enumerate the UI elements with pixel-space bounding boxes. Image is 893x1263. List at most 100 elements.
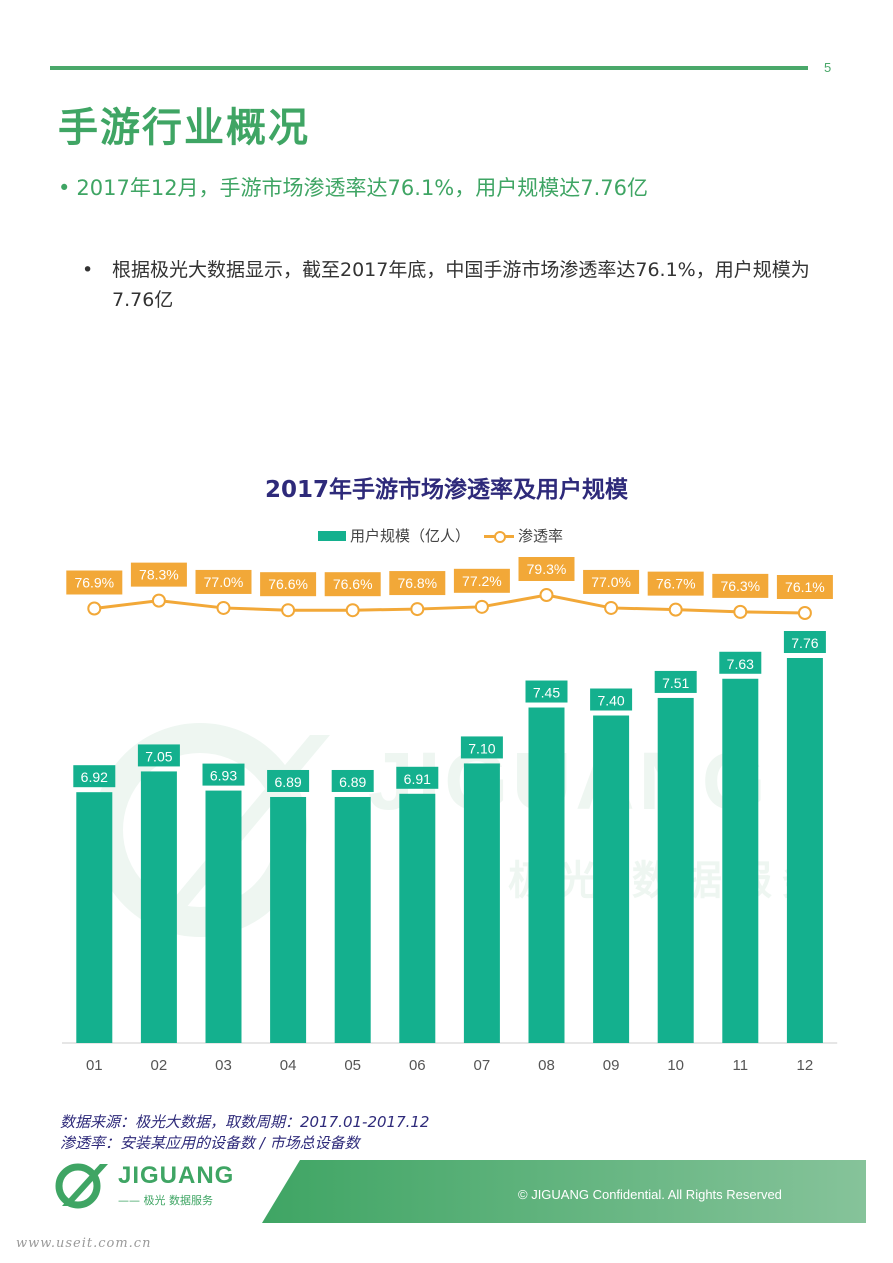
body-text: 根据极光大数据显示，截至2017年底，中国手游市场渗透率达76.1%，用户规模为…	[112, 259, 810, 311]
body-bullet-item: • 根据极光大数据显示，截至2017年底，中国手游市场渗透率达76.1%，用户规…	[82, 255, 822, 315]
bar-label-10: 7.51	[662, 675, 689, 691]
bar-label-12: 7.76	[791, 635, 818, 651]
legend-bar-swatch	[318, 530, 346, 541]
bar-10	[657, 697, 694, 1043]
line-point-11	[733, 604, 748, 619]
line-label-box-05	[324, 572, 381, 597]
bar-label-01: 6.92	[81, 769, 108, 785]
bar-label-05: 6.89	[339, 774, 366, 790]
line-point-10	[668, 602, 683, 617]
x-tick-12: 12	[797, 1057, 814, 1074]
bar-label-box-02	[137, 744, 180, 767]
line-label-box-07	[453, 568, 510, 593]
source-line-1: 数据来源：极光大数据，取数周期：2017.01-2017.12	[60, 1113, 430, 1131]
line-label-01: 76.9%	[74, 575, 114, 591]
bar-04	[270, 796, 307, 1043]
data-source: 数据来源：极光大数据，取数周期：2017.01-2017.12 渗透率：安装某应…	[60, 1112, 429, 1154]
line-label-04: 76.6%	[268, 576, 308, 592]
x-tick-01: 01	[86, 1057, 103, 1074]
bar-label-box-12	[783, 631, 826, 653]
source-line-2: 渗透率：安装某应用的设备数 / 市场总设备数	[60, 1134, 360, 1152]
bar-label-04: 6.89	[274, 774, 301, 790]
bar-08	[528, 707, 565, 1043]
bar-label-box-09	[590, 688, 633, 711]
bar-01	[76, 792, 113, 1043]
bar-06	[399, 793, 436, 1043]
page-number: 5	[824, 60, 832, 75]
bar-label-box-06	[396, 766, 439, 789]
line-label-box-06	[389, 571, 446, 596]
subtitle-bullet: •	[58, 176, 71, 200]
bar-11	[722, 678, 759, 1043]
line-label-box-09	[583, 569, 640, 594]
line-label-06: 76.8%	[397, 575, 437, 591]
jiguang-logo-icon	[55, 1163, 108, 1209]
line-label-11: 76.3%	[720, 578, 760, 594]
x-tick-09: 09	[603, 1057, 620, 1074]
line-point-12	[797, 606, 812, 620]
bar-label-box-05	[331, 769, 374, 792]
line-label-09: 77.0%	[591, 574, 631, 590]
line-point-07	[474, 599, 489, 614]
bar-label-box-01	[73, 765, 116, 788]
line-label-box-11	[712, 573, 769, 598]
legend-line-label: 渗透率	[518, 527, 564, 545]
line-label-03: 77.0%	[204, 574, 244, 590]
line-point-03	[216, 600, 231, 615]
bar-label-07: 7.10	[468, 740, 495, 756]
line-label-12: 76.1%	[785, 579, 825, 595]
x-tick-05: 05	[344, 1057, 361, 1074]
bar-09	[593, 715, 630, 1043]
bar-label-box-03	[202, 763, 245, 786]
x-tick-02: 02	[151, 1057, 168, 1074]
bar-label-box-11	[719, 651, 762, 674]
x-tick-03: 03	[215, 1057, 232, 1074]
watermark-url: www.useit.com.cn	[16, 1236, 152, 1251]
bar-label-box-10	[654, 670, 697, 693]
line-label-07: 77.2%	[462, 573, 502, 589]
penetration-line	[94, 593, 805, 615]
footer-band	[262, 1160, 866, 1223]
bar-label-box-08	[525, 680, 568, 703]
line-label-box-10	[647, 571, 704, 596]
combo-chart: 6.92 01 7.05 02 6.93 03 6.89 04 6.89 05 6.91 06 7.10…	[62, 557, 838, 1074]
bar-02	[140, 771, 177, 1043]
x-tick-11: 11	[733, 1057, 749, 1074]
line-point-08	[539, 588, 554, 602]
x-tick-10: 10	[667, 1057, 684, 1074]
logo-subtitle: —— 极光 数据服务	[118, 1194, 213, 1207]
bar-07	[463, 763, 500, 1043]
line-label-05: 76.6%	[333, 576, 373, 592]
line-label-box-02	[130, 562, 187, 587]
line-point-06	[410, 602, 425, 617]
x-tick-08: 08	[538, 1057, 555, 1074]
bar-03	[205, 790, 242, 1043]
line-label-box-04	[260, 572, 317, 597]
top-rule	[50, 66, 808, 70]
x-tick-07: 07	[474, 1057, 491, 1074]
bar-12	[786, 658, 823, 1043]
x-tick-04: 04	[280, 1057, 297, 1074]
subtitle-text: 2017年12月，手游市场渗透率达76.1%，用户规模达7.76亿	[76, 176, 649, 200]
line-label-08: 79.3%	[527, 561, 567, 577]
line-point-04	[281, 603, 296, 618]
footer-copyright: © JIGUANG Confidential. All Rights Reser…	[518, 1187, 782, 1202]
line-point-02	[151, 593, 166, 608]
line-label-box-12	[776, 575, 833, 599]
line-label-02: 78.3%	[139, 567, 179, 583]
bar-label-09: 7.40	[597, 693, 624, 709]
bar-label-box-07	[460, 736, 503, 759]
logo-name: JIGUANG	[118, 1162, 235, 1189]
bar-label-03: 6.93	[210, 768, 237, 784]
line-point-01	[87, 601, 102, 616]
x-tick-06: 06	[409, 1057, 426, 1074]
bar-label-06: 6.91	[404, 771, 431, 787]
line-point-09	[604, 600, 619, 615]
legend-bar-label: 用户规模（亿人）	[350, 527, 471, 545]
bar-05	[334, 796, 371, 1043]
body-bullet: •	[82, 259, 94, 281]
bar-label-08: 7.45	[533, 685, 560, 701]
subtitle: • 2017年12月，手游市场渗透率达76.1%，用户规模达7.76亿	[58, 172, 648, 202]
chart-title: 2017年手游市场渗透率及用户规模	[264, 477, 628, 503]
legend-line-swatch	[484, 530, 515, 543]
